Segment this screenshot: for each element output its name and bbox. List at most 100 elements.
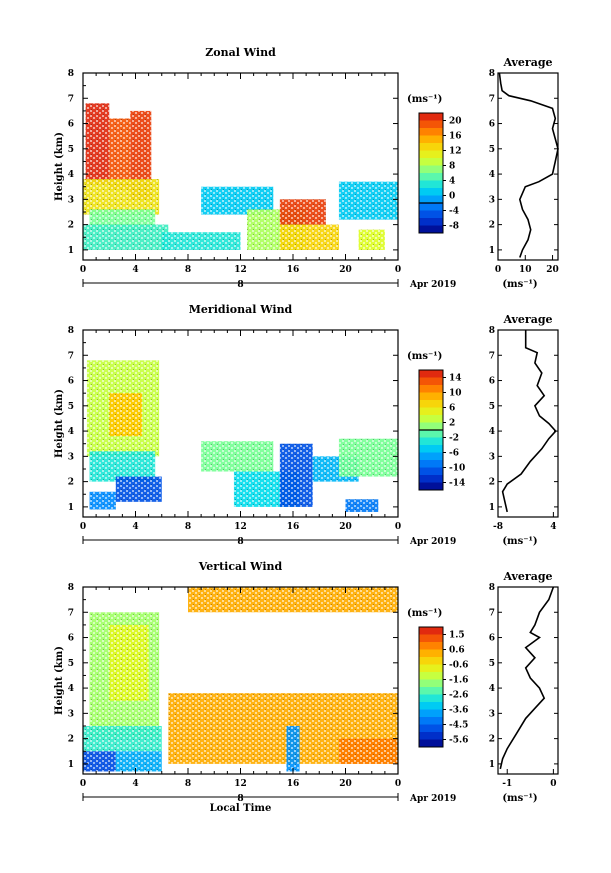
colorbar-tick-label: -10 bbox=[449, 464, 465, 474]
average-frame bbox=[497, 586, 559, 775]
average-x-tick-label: 10 bbox=[519, 265, 532, 275]
y-tick-label: 8 bbox=[68, 583, 74, 593]
heatmap-cell-texture bbox=[115, 476, 162, 502]
colorbar-band bbox=[419, 165, 443, 174]
y-tick-label: 1 bbox=[68, 760, 74, 770]
heatmap-cell-texture bbox=[345, 499, 379, 512]
panel-title: Vertical Wind bbox=[198, 560, 283, 573]
colorbar-tick-label: -2.6 bbox=[449, 691, 468, 701]
average-x-label: (ms⁻¹) bbox=[502, 536, 537, 547]
colorbar-band bbox=[419, 180, 443, 189]
colorbar-band bbox=[419, 460, 443, 468]
colorbar-tick-label: -6 bbox=[449, 449, 459, 459]
heatmap-cell-texture bbox=[109, 118, 131, 190]
colorbar-band bbox=[419, 445, 443, 453]
date-day-label: 8 bbox=[237, 280, 243, 290]
x-tick-label: 4 bbox=[132, 265, 138, 275]
y-tick-label: 3 bbox=[68, 709, 74, 719]
colorbar-band bbox=[419, 135, 443, 144]
heatmap-cell-texture bbox=[83, 179, 160, 215]
colorbar-band bbox=[419, 158, 443, 166]
average-y-tick-label: 6 bbox=[489, 634, 495, 644]
colorbar-band bbox=[419, 627, 443, 635]
average-y-tick-label: 1 bbox=[489, 246, 495, 256]
average-y-tick-label: 7 bbox=[489, 94, 495, 104]
y-axis-label: Height (km) bbox=[54, 132, 65, 201]
colorbar-frame bbox=[418, 626, 444, 748]
heatmap-cell-texture bbox=[279, 443, 313, 507]
y-tick-label: 1 bbox=[68, 246, 74, 256]
average-profile-line bbox=[499, 586, 555, 770]
colorbar-tick-label: -4.5 bbox=[449, 721, 468, 731]
colorbar-tick-label: 1.5 bbox=[449, 631, 465, 641]
average-y-tick-label: 2 bbox=[489, 478, 495, 488]
heatmap-cell-texture bbox=[109, 393, 143, 437]
colorbar-band bbox=[419, 687, 443, 695]
average-y-tick-label: 8 bbox=[489, 326, 495, 336]
colorbar-tick-label: -0.6 bbox=[449, 661, 468, 671]
average-profile-line bbox=[501, 330, 557, 513]
heatmap-cell-texture bbox=[89, 491, 116, 510]
colorbar-band bbox=[419, 642, 443, 650]
heatmap-cell-texture bbox=[83, 725, 162, 752]
y-tick-label: 4 bbox=[68, 684, 74, 694]
y-tick-label: 3 bbox=[68, 452, 74, 462]
x-tick-label: 8 bbox=[185, 779, 191, 789]
x-tick-label: 16 bbox=[287, 779, 300, 789]
colorbar-band bbox=[419, 173, 443, 181]
colorbar-tick-label: 6 bbox=[449, 404, 455, 414]
colorbar-band bbox=[419, 407, 443, 416]
average-frame bbox=[497, 329, 559, 518]
colorbar-tick-label: 0 bbox=[449, 192, 455, 202]
y-tick-label: 1 bbox=[68, 503, 74, 513]
x-tick-label: 12 bbox=[234, 265, 247, 275]
colorbar-tick-label: -2 bbox=[449, 434, 459, 444]
average-y-tick-label: 4 bbox=[489, 170, 495, 180]
colorbar-band bbox=[419, 392, 443, 401]
colorbar-band bbox=[419, 195, 443, 204]
average-y-tick-label: 2 bbox=[489, 735, 495, 745]
colorbar-tick-label: -14 bbox=[449, 479, 465, 489]
colorbar-band bbox=[419, 120, 443, 129]
x-tick-label: 16 bbox=[287, 522, 300, 532]
colorbar-band bbox=[419, 702, 443, 710]
y-tick-label: 6 bbox=[68, 120, 74, 130]
average-x-tick-label: 0 bbox=[550, 779, 556, 789]
heatmap-cell-texture bbox=[161, 232, 241, 250]
colorbar-tick-label: 14 bbox=[449, 374, 462, 384]
average-y-tick-label: 5 bbox=[489, 145, 495, 155]
heatmap-cell-texture bbox=[338, 181, 398, 220]
heatmap bbox=[83, 103, 398, 250]
y-tick-label: 7 bbox=[68, 94, 74, 104]
colorbar-band bbox=[419, 475, 443, 483]
y-tick-label: 8 bbox=[68, 326, 74, 336]
colorbar-band bbox=[419, 467, 443, 476]
x-tick-label: 8 bbox=[185, 522, 191, 532]
colorbar-band bbox=[419, 452, 443, 461]
date-month-label: Apr 2019 bbox=[409, 794, 456, 804]
average-frame bbox=[497, 72, 559, 261]
heatmap-cell-texture bbox=[89, 209, 156, 230]
x-tick-label: 0 bbox=[80, 522, 86, 532]
colorbar-band bbox=[419, 113, 443, 121]
heatmap bbox=[86, 360, 398, 512]
colorbar-unit: (ms⁻¹) bbox=[407, 94, 442, 105]
date-day-label: 8 bbox=[237, 794, 243, 804]
heatmap-cell-texture bbox=[279, 199, 326, 225]
colorbar-band bbox=[419, 385, 443, 393]
heatmap-cell-texture bbox=[130, 110, 152, 200]
colorbar-band bbox=[419, 370, 443, 378]
colorbar-band bbox=[419, 657, 443, 665]
x-tick-label: 4 bbox=[132, 779, 138, 789]
y-tick-label: 4 bbox=[68, 427, 74, 437]
colorbar-band bbox=[419, 649, 443, 658]
colorbar-tick-label: 8 bbox=[449, 162, 455, 172]
y-tick-label: 2 bbox=[68, 221, 74, 231]
heatmap-cell-texture bbox=[338, 738, 398, 764]
colorbar-tick-label: -1.6 bbox=[449, 676, 468, 686]
heatmap-cell-texture bbox=[201, 441, 274, 472]
y-tick-label: 7 bbox=[68, 351, 74, 361]
